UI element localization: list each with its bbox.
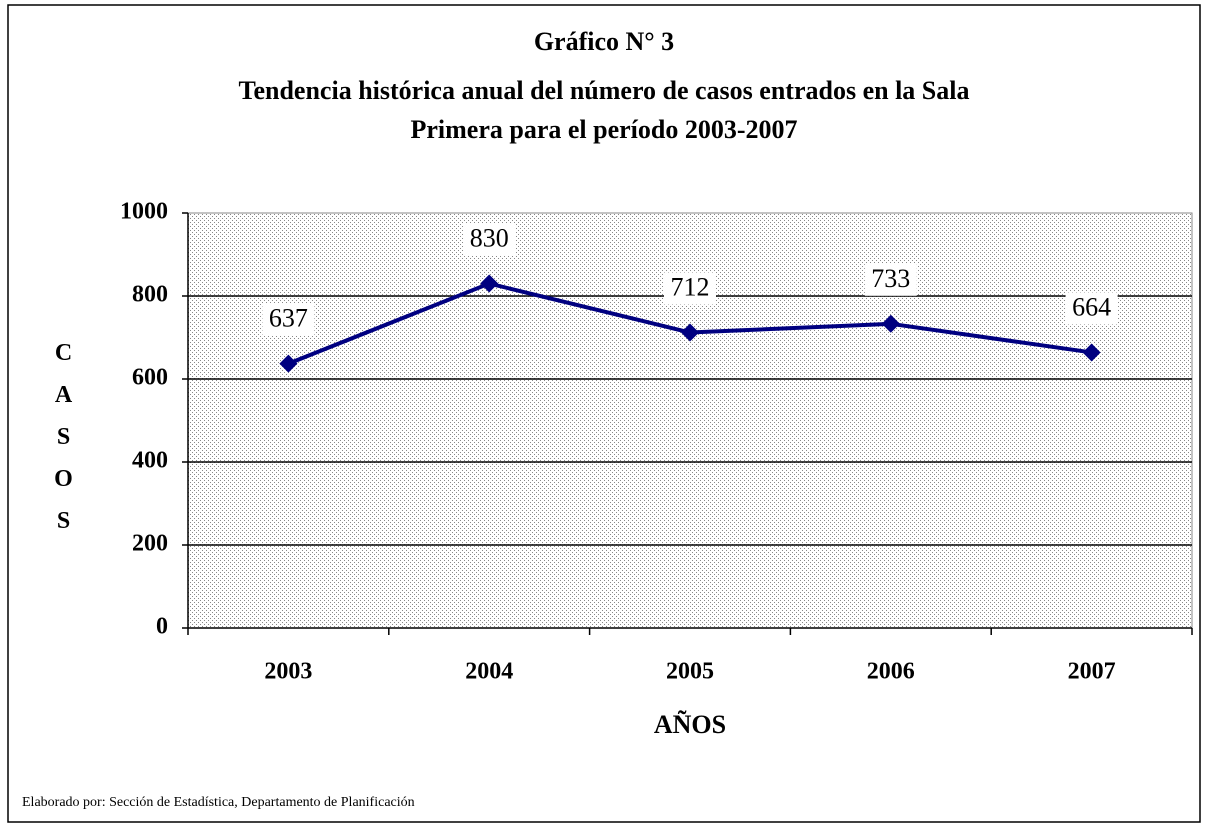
data-point — [681, 323, 699, 342]
data-label: 637 — [269, 304, 308, 333]
data-point — [881, 314, 900, 333]
y-axis-label: CASOS — [50, 340, 76, 550]
data-point — [480, 274, 499, 293]
data-point — [279, 354, 298, 373]
data-label: 664 — [1072, 292, 1111, 321]
label-bg — [262, 303, 315, 336]
label-bg — [1065, 292, 1118, 325]
chart-subtitle: Primera para el período 2003-2007 — [410, 115, 797, 144]
x-tick-label: 2006 — [867, 659, 915, 685]
data-point — [1082, 343, 1101, 362]
data-label: 830 — [470, 224, 509, 253]
x-tick-label: 2004 — [465, 659, 513, 685]
label-bg — [463, 223, 516, 256]
x-tick-label: 2003 — [264, 659, 312, 685]
y-tick-label: 1000 — [120, 199, 168, 225]
y-tick-label: 400 — [132, 448, 168, 474]
data-label: 733 — [871, 264, 910, 293]
y-tick-label: 800 — [132, 282, 168, 308]
y-tick-label: 0 — [156, 614, 168, 640]
source-note: Elaborado por: Sección de Estadística, D… — [22, 795, 415, 810]
label-bg — [664, 272, 716, 305]
label-bg — [864, 263, 917, 296]
y-tick-label: 600 — [132, 365, 168, 391]
x-axis-label: AÑOS — [654, 710, 726, 739]
x-tick-label: 2005 — [666, 659, 714, 685]
chart-title: Gráfico N° 3 — [534, 27, 674, 56]
y-tick-label: 200 — [132, 531, 168, 557]
chart-subtitle: Tendencia histórica anual del número de … — [239, 76, 970, 105]
data-label: 712 — [671, 272, 710, 301]
x-tick-label: 2007 — [1068, 659, 1116, 685]
